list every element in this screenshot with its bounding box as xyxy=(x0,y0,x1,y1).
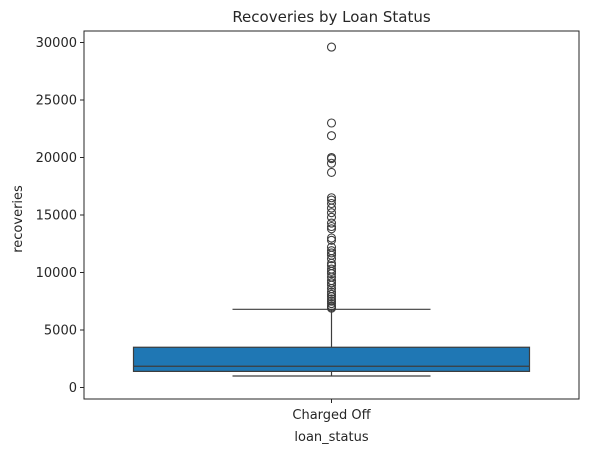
outlier-point xyxy=(326,154,337,164)
x-tick-label: Charged Off xyxy=(292,408,371,423)
outlier-point xyxy=(326,292,337,302)
outlier-point xyxy=(326,208,337,218)
outlier-point xyxy=(326,221,337,232)
outlier-point xyxy=(326,198,337,209)
y-tick-label: 10000 xyxy=(36,266,77,281)
outlier-point xyxy=(326,42,337,52)
outlier-point xyxy=(326,280,337,290)
outlier-point xyxy=(326,287,337,297)
outlier-point xyxy=(326,131,337,141)
outlier-point xyxy=(326,167,337,177)
iqr-box xyxy=(132,346,531,372)
outlier-point xyxy=(326,212,337,222)
y-axis-title: recoveries xyxy=(11,185,26,253)
box-group xyxy=(132,42,531,377)
outlier-point xyxy=(326,193,337,203)
outlier-point xyxy=(326,118,337,128)
outlier-point xyxy=(326,269,337,279)
outlier-point xyxy=(326,235,337,245)
outlier-point xyxy=(326,203,337,213)
outlier-point xyxy=(326,248,337,258)
y-tick-label: 0 xyxy=(69,381,77,396)
outlier-point xyxy=(326,296,337,306)
outlier-point xyxy=(326,289,337,299)
outlier-point xyxy=(326,266,337,276)
x-axis-title: loan_status xyxy=(294,430,368,445)
y-tick-label: 30000 xyxy=(36,36,77,51)
outlier-point xyxy=(326,298,337,309)
chart-title: Recoveries by Loan Status xyxy=(232,8,431,26)
outlier-point xyxy=(326,254,337,264)
outlier-point xyxy=(326,233,337,243)
outlier-point xyxy=(326,303,337,313)
y-tick-label: 25000 xyxy=(36,94,77,109)
x-axis-ticks: Charged Off xyxy=(292,399,372,423)
plot-frame xyxy=(83,30,580,400)
y-tick-label: 20000 xyxy=(36,151,77,166)
outlier-point xyxy=(326,224,337,234)
outlier-point xyxy=(326,158,337,168)
outlier-point xyxy=(326,278,337,288)
outlier-point xyxy=(326,218,337,228)
y-tick-label: 15000 xyxy=(36,209,77,224)
y-axis-ticks: 0 5000 10000 15000 20000 25000 30000 xyxy=(36,36,84,396)
plot-area xyxy=(132,42,531,377)
y-tick-label: 5000 xyxy=(44,324,77,339)
